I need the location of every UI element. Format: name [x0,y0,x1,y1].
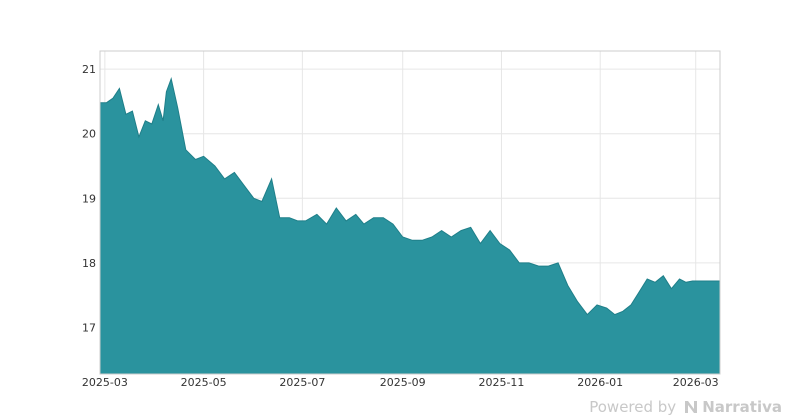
y-tick-label: 19 [82,192,96,205]
narrativa-brand-label: Narrativa [702,398,782,416]
x-tick-label: 2025-07 [279,376,325,389]
x-tick-label: 2025-09 [380,376,426,389]
area-series [99,77,721,375]
powered-by-label: Powered by [589,398,677,416]
x-tick-label: 2025-03 [82,376,128,389]
y-tick-label: 20 [82,128,96,141]
x-tick-label: 2025-05 [181,376,227,389]
y-axis-ticks: 17 18 19 20 21 [82,63,96,334]
y-tick-label: 21 [82,63,96,76]
x-tick-label: 2025-11 [478,376,524,389]
narrativa-logo-icon [685,401,698,413]
powered-by-credit[interactable]: Powered by Narrativa [589,398,782,416]
plot-frame [99,50,721,375]
y-tick-label: 17 [82,321,96,334]
area-series-path [99,77,721,375]
x-tick-label: 2026-01 [577,376,623,389]
x-tick-label: 2026-03 [673,376,719,389]
y-tick-label: 18 [82,257,96,270]
x-axis-ticks: 2025-03 2025-05 2025-07 2025-09 2025-11 2026-… [82,376,719,389]
